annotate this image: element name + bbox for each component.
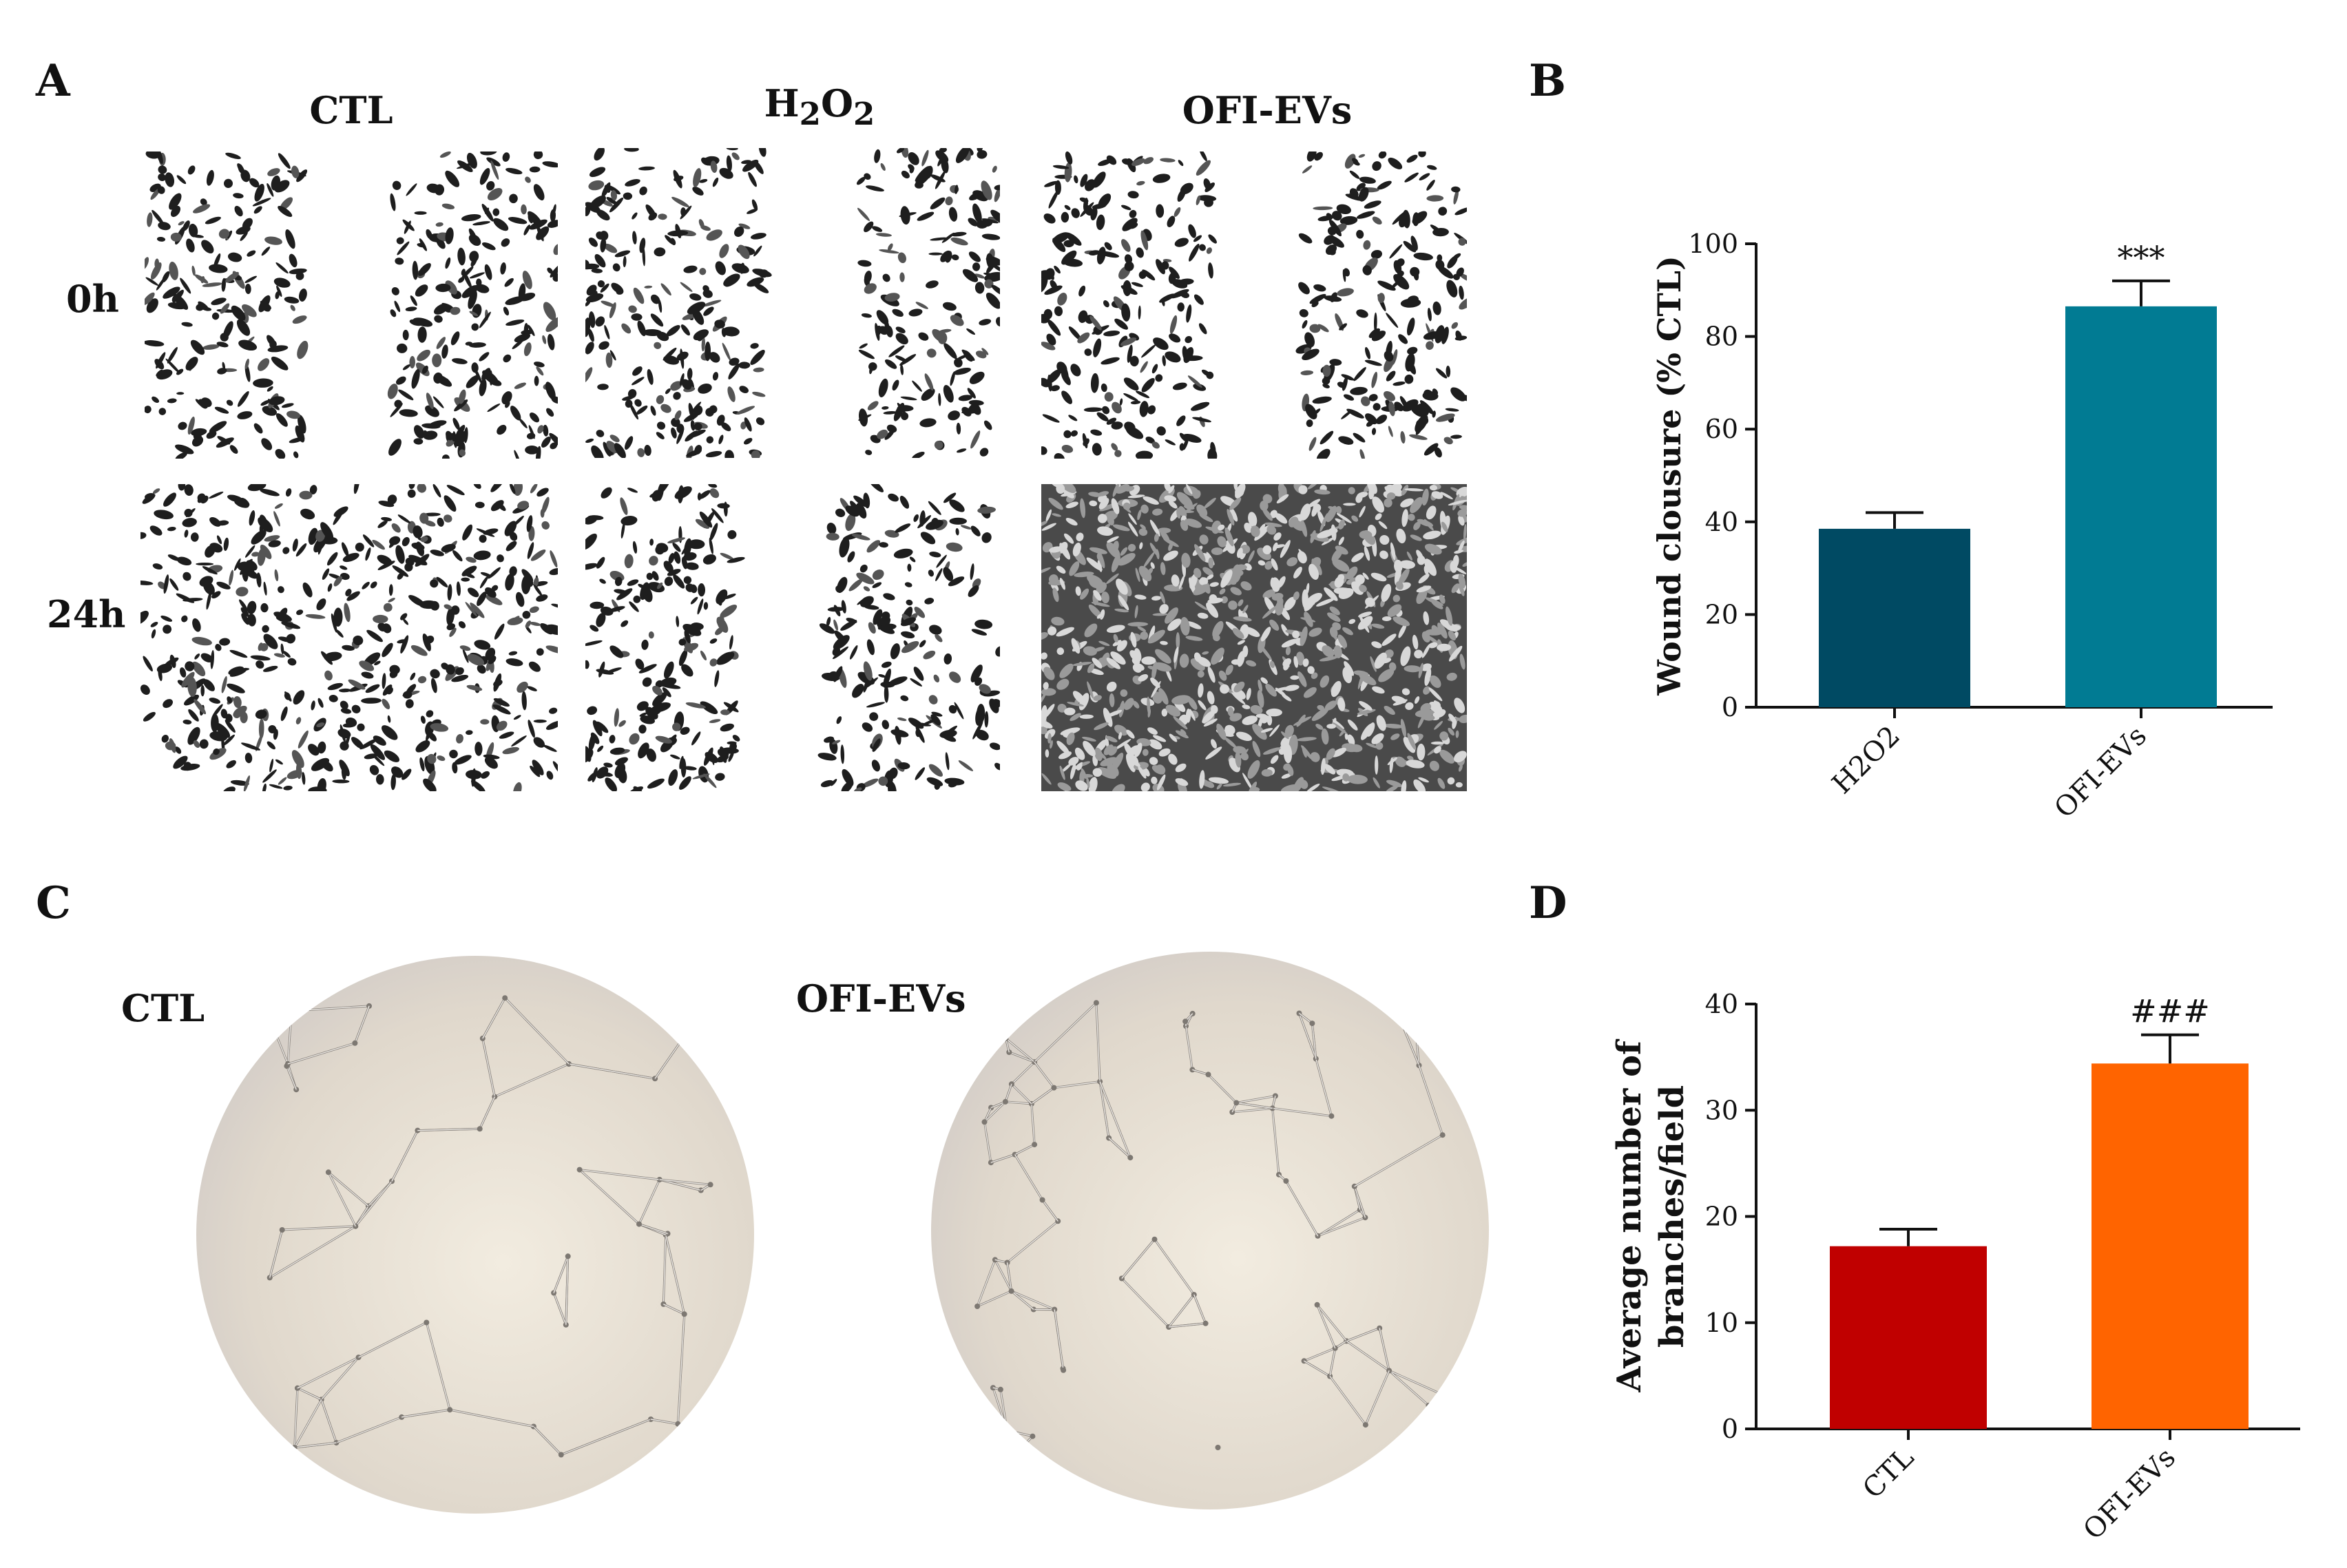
column-header-ctl: CTL [309,88,393,132]
chart-d-significance-label: ### [2130,993,2210,1030]
chart-d-branches: 0 10 20 30 40 CTL ### OFI-EVs Average number of b… [1610,989,2300,1547]
chart-d-bar-2 [2092,1063,2249,1429]
panel-letter-c: C [36,877,71,929]
dish-label-ofi-evs: OFI-EVs [796,976,966,1021]
panel-letter-b: B [1529,55,1567,107]
chart-d-y-tick-label: 0 [1722,1414,1738,1444]
chart-d-y-tick-label: 10 [1705,1308,1738,1338]
row-label-0h: 0h [66,277,119,321]
chart-b-bar-2 [2065,306,2217,707]
chart-b-category-label-1: H2O2 [1826,720,1906,800]
chart-b-y-tick-label: 60 [1705,414,1738,444]
panel-letter-a: A [36,55,70,107]
chart-d-y-tick-label: 40 [1705,989,1738,1019]
tube-formation-dish-ofi-evs [931,952,1489,1509]
chart-b-y-tick-label: 20 [1705,599,1738,629]
tube-formation-dish-ctl [196,956,754,1514]
micrograph-ofi-evs-0h [1041,151,1467,459]
chart-b-y-tick-label: 0 [1722,692,1738,722]
micrograph-ctl-0h [145,151,558,459]
chart-d-category-label-1: CTL [1857,1442,1920,1505]
chart-d-y-tick-label: 20 [1705,1202,1738,1232]
dish-label-ctl: CTL [121,986,205,1030]
micrograph-ctl-24h [140,484,558,791]
chart-d-bar-1 [1830,1246,1987,1429]
column-header-h2o2: H2O2 [764,81,875,132]
column-header-ofi-evs: OFI-EVs [1182,88,1353,132]
chart-b-wound-closure: 0 20 40 60 80 100 H2O2 *** OFI-EVs Wound clousure… [1651,229,2273,825]
chart-b-y-tick-label: 100 [1688,229,1738,259]
micrograph-ofi-evs-24h [1041,484,1467,791]
chart-d-y-axis-label-line-1: Average number of [1610,1038,1649,1393]
panel-letter-d: D [1529,877,1567,929]
chart-b-category-label-2: OFI-EVs [2048,720,2153,825]
chart-b-significance-label: *** [2118,239,2165,276]
chart-b-y-tick-label: 80 [1705,322,1738,352]
chart-b-y-tick-label: 40 [1705,507,1738,537]
chart-d-y-axis-label-line-2: branches/field [1653,1085,1691,1348]
chart-d-category-label-2: OFI-EVs [2077,1442,2182,1547]
row-label-24h: 24h [47,592,126,636]
chart-d-y-tick-label: 30 [1705,1095,1738,1125]
micrograph-h2o2-24h [585,484,1000,791]
micrograph-h2o2-0h [585,148,1000,458]
chart-b-y-axis-label: Wound clousure (% CTL) [1651,255,1688,696]
chart-b-bar-1 [1819,528,1970,707]
